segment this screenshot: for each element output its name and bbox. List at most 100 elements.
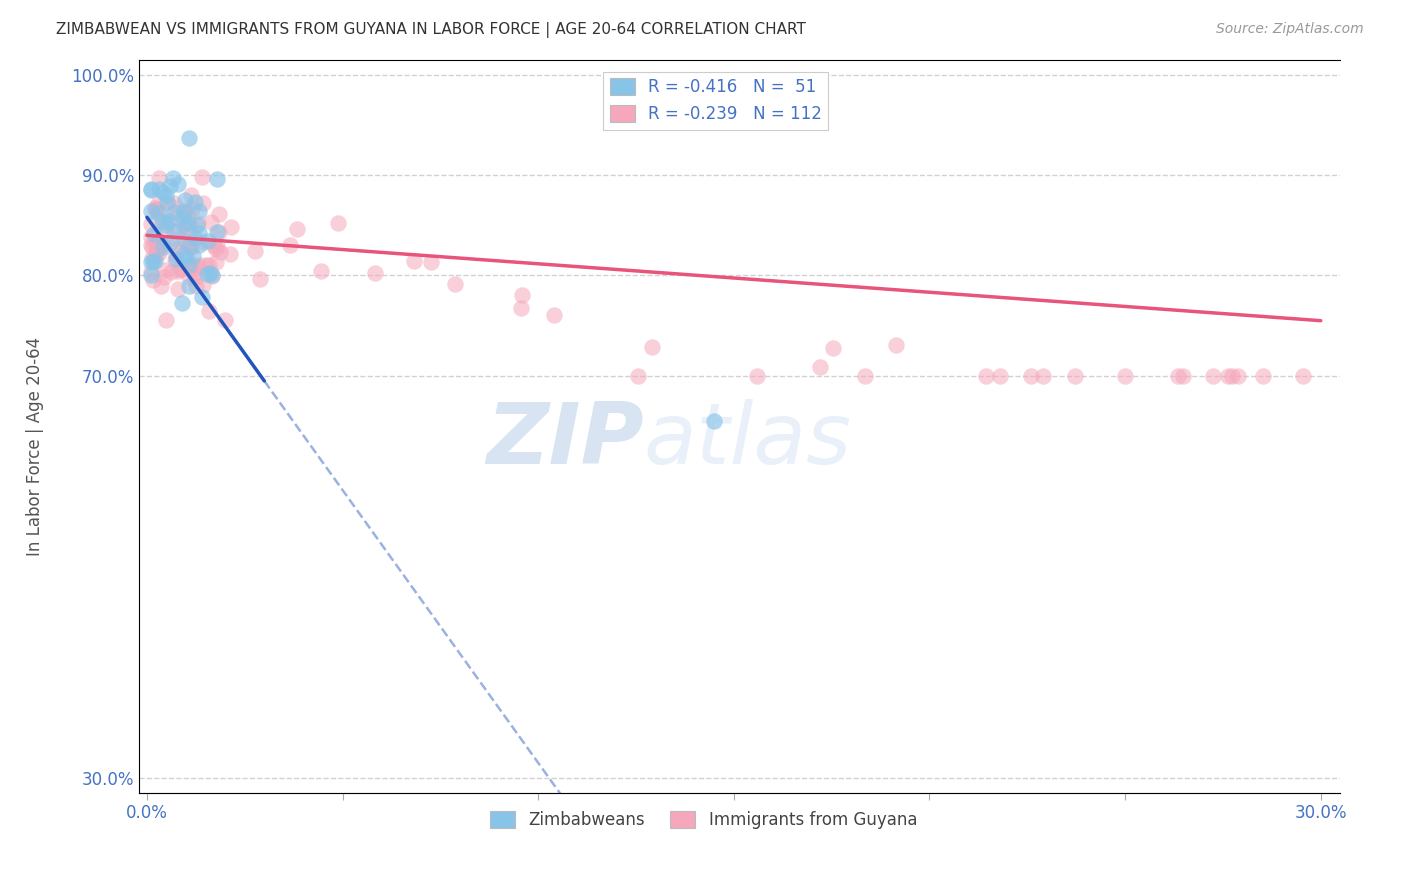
- Point: [155, 223, 177, 237]
- Point: [157, 214, 180, 228]
- Point: [187, 216, 209, 230]
- Point: [183, 195, 205, 210]
- Point: [280, 237, 302, 252]
- Point: [163, 224, 186, 238]
- Point: [183, 266, 205, 280]
- Point: [179, 241, 201, 255]
- Point: [1227, 368, 1250, 383]
- Point: [166, 263, 188, 277]
- Point: [139, 264, 162, 278]
- Point: [179, 261, 201, 276]
- Point: [309, 263, 332, 277]
- Point: [146, 196, 169, 211]
- Point: [419, 255, 441, 269]
- Point: [153, 215, 176, 229]
- Point: [165, 211, 187, 225]
- Point: [152, 185, 174, 199]
- Point: [169, 262, 191, 277]
- Point: [200, 214, 222, 228]
- Point: [167, 242, 190, 256]
- Point: [159, 235, 181, 250]
- Point: [201, 269, 224, 284]
- Point: [155, 313, 177, 327]
- Point: [205, 255, 228, 269]
- Point: [886, 338, 908, 352]
- Point: [200, 266, 222, 280]
- Point: [543, 308, 565, 322]
- Point: [988, 368, 1011, 383]
- Point: [174, 193, 197, 207]
- Point: [287, 222, 309, 236]
- Text: atlas: atlas: [644, 400, 852, 483]
- Point: [149, 279, 172, 293]
- Point: [146, 206, 169, 220]
- Point: [1167, 368, 1189, 383]
- Point: [162, 195, 184, 210]
- Point: [181, 202, 204, 216]
- Point: [159, 198, 181, 212]
- Point: [145, 202, 167, 216]
- Point: [201, 268, 224, 282]
- Point: [219, 219, 242, 234]
- Point: [444, 277, 467, 291]
- Point: [160, 265, 183, 279]
- Point: [148, 170, 170, 185]
- Point: [186, 260, 208, 275]
- Point: [145, 237, 167, 252]
- Point: [155, 187, 177, 202]
- Point: [198, 258, 221, 272]
- Point: [139, 182, 162, 196]
- Point: [177, 131, 200, 145]
- Point: [974, 368, 997, 383]
- Point: [145, 203, 167, 218]
- Point: [181, 257, 204, 271]
- Point: [174, 234, 197, 248]
- Point: [1202, 368, 1225, 383]
- Point: [1173, 368, 1195, 383]
- Point: [150, 214, 173, 228]
- Point: [139, 217, 162, 231]
- Point: [193, 277, 215, 292]
- Point: [177, 239, 200, 253]
- Point: [148, 245, 170, 260]
- Point: [146, 243, 169, 257]
- Point: [205, 225, 228, 239]
- Point: [208, 225, 231, 239]
- Point: [243, 244, 266, 258]
- Text: In Labor Force | Age 20-64: In Labor Force | Age 20-64: [27, 336, 44, 556]
- Point: [174, 219, 197, 233]
- Point: [205, 243, 228, 257]
- Point: [176, 216, 198, 230]
- Point: [141, 254, 163, 268]
- Point: [152, 239, 174, 253]
- Point: [1114, 368, 1136, 383]
- Point: [165, 252, 187, 267]
- Point: [152, 237, 174, 252]
- Point: [169, 224, 191, 238]
- Point: [139, 255, 162, 269]
- Point: [139, 229, 162, 244]
- Point: [153, 263, 176, 277]
- Point: [180, 188, 202, 202]
- Point: [176, 206, 198, 220]
- Point: [156, 194, 179, 209]
- Point: [181, 249, 204, 263]
- Point: [139, 268, 162, 283]
- Point: [188, 226, 211, 240]
- Point: [184, 271, 207, 285]
- Point: [823, 341, 845, 355]
- Point: [808, 360, 831, 375]
- Point: [166, 282, 188, 296]
- Point: [180, 240, 202, 254]
- Point: [1220, 368, 1243, 383]
- Point: [188, 258, 211, 272]
- Point: [202, 239, 225, 253]
- Point: [173, 247, 195, 261]
- Point: [402, 254, 425, 268]
- Point: [177, 216, 200, 230]
- Point: [184, 231, 207, 245]
- Point: [167, 177, 190, 191]
- Point: [193, 196, 215, 211]
- Point: [745, 368, 768, 383]
- Point: [197, 303, 219, 318]
